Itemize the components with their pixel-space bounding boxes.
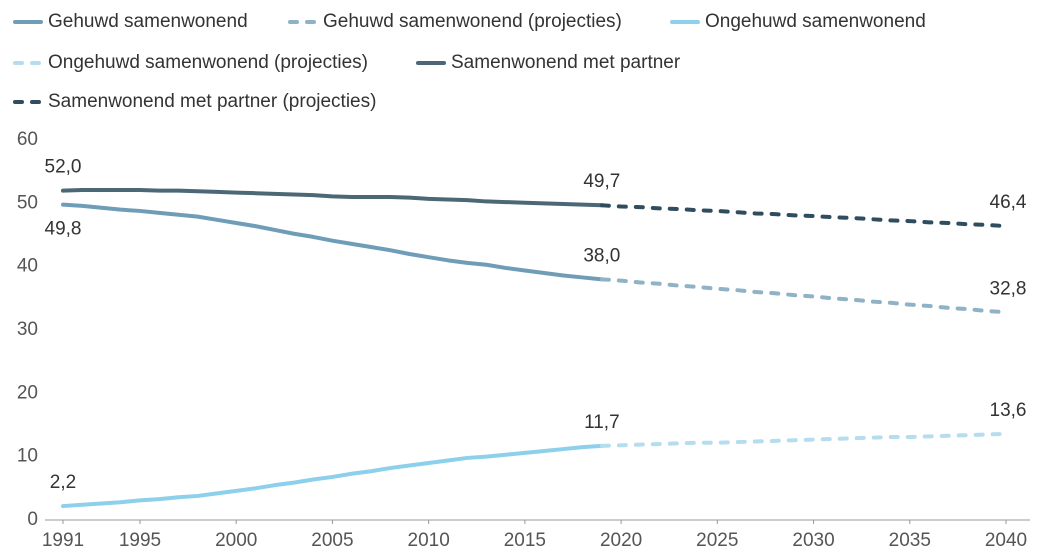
x-tick-label: 2000	[215, 530, 257, 551]
legend-label: Ongehuwd samenwonend (projecties)	[48, 52, 368, 73]
x-tick-label: 2020	[600, 530, 642, 551]
y-tick-label: 60	[17, 129, 38, 150]
series-line	[599, 277, 1008, 315]
x-tick-label: 2030	[792, 530, 834, 551]
x-tick-label: 2040	[985, 530, 1027, 551]
data-label: 2,2	[50, 472, 76, 493]
series-line	[599, 431, 1008, 448]
data-label: 49,8	[45, 219, 82, 240]
y-tick-label: 30	[17, 319, 38, 340]
legend-label: Samenwonend met partner (projecties)	[48, 91, 376, 112]
legend-label: Gehuwd samenwonend	[48, 11, 248, 32]
data-label: 38,0	[583, 245, 620, 266]
data-label: 11,7	[584, 412, 620, 433]
legend-label: Gehuwd samenwonend (projecties)	[323, 11, 622, 32]
data-label: 32,8	[990, 278, 1027, 299]
series-line	[599, 203, 1008, 229]
y-tick-label: 40	[17, 256, 38, 277]
data-label: 49,7	[583, 171, 620, 192]
data-label: 13,6	[990, 400, 1027, 421]
x-tick-label: 2015	[504, 530, 546, 551]
x-tick-label: 2025	[696, 530, 738, 551]
y-tick-label: 0	[27, 509, 38, 530]
data-label: 52,0	[45, 157, 82, 178]
y-tick-label: 10	[17, 446, 38, 467]
y-tick-label: 20	[17, 382, 38, 403]
legend-label: Ongehuwd samenwonend	[705, 11, 926, 32]
y-tick-label: 50	[17, 192, 38, 213]
series-line	[61, 443, 604, 509]
x-tick-label: 2005	[311, 530, 353, 551]
series-line	[61, 188, 604, 208]
x-tick-label: 1995	[119, 530, 161, 551]
x-tick-label: 2035	[889, 530, 931, 551]
x-tick-label: 2010	[408, 530, 450, 551]
legend-label: Samenwonend met partner	[451, 52, 681, 73]
series-line	[61, 202, 604, 282]
x-tick-label: 1991	[42, 530, 84, 551]
data-label: 46,4	[990, 192, 1027, 213]
